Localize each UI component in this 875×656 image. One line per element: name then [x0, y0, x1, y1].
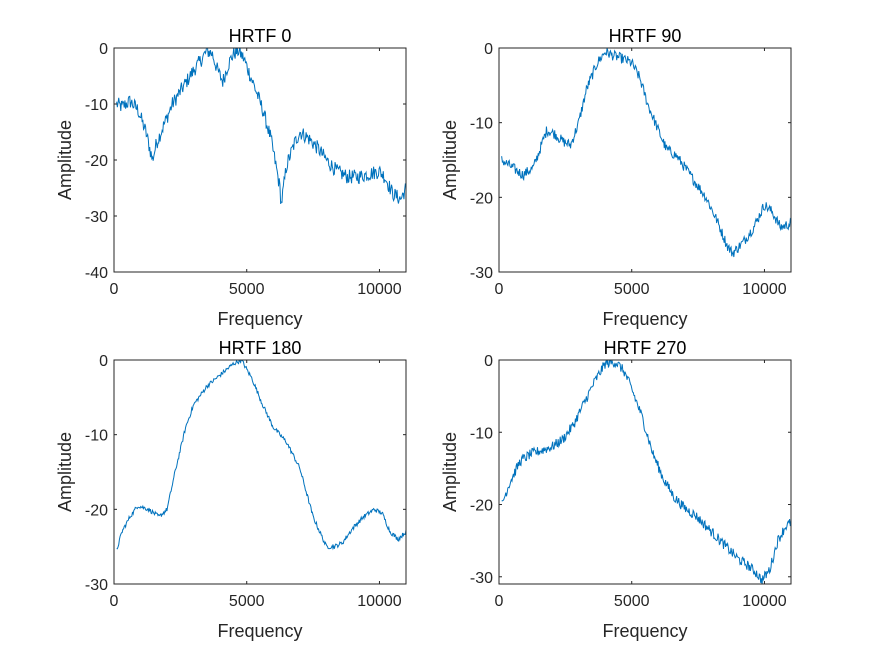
subplot-0: 0 5000 10000 0 -10 -20 -30 -40 HRTF 0 Frequency Am…: [55, 26, 407, 329]
x-tick-label: 5000: [229, 281, 265, 298]
subplot-2: 0 5000 10000 0 -10 -20 -30 HRTF 180 Frequency Amp…: [55, 338, 407, 641]
chart-title: HRTF 90: [609, 26, 682, 46]
y-tick-label: -30: [85, 577, 108, 594]
y-tick-label: -10: [470, 116, 493, 133]
y-tick-label: -30: [470, 265, 493, 282]
y-tick-label: 0: [484, 353, 493, 370]
chart-title: HRTF 0: [229, 26, 292, 46]
x-tick-label: 0: [110, 281, 119, 298]
x-tick-label: 10000: [357, 281, 402, 298]
y-tick-label: -40: [85, 265, 108, 282]
x-tick-label: 5000: [614, 281, 650, 298]
series-line-0: [116, 48, 406, 205]
x-axis-label: Frequency: [217, 309, 302, 329]
x-tick-label: 10000: [742, 281, 787, 298]
y-tick-label: 0: [99, 41, 108, 58]
y-axis-label: Amplitude: [440, 120, 460, 200]
x-tick-label: 0: [495, 281, 504, 298]
axes-box: [498, 359, 792, 585]
y-tick-label: 0: [484, 41, 493, 58]
series-line-0: [501, 360, 791, 584]
x-axis-label: Frequency: [602, 621, 687, 641]
x-axis-label: Frequency: [602, 309, 687, 329]
x-tick-label: 10000: [357, 593, 402, 610]
y-axis-label: Amplitude: [55, 120, 75, 200]
y-tick-label: -20: [470, 190, 493, 207]
plot-area: [499, 48, 791, 272]
plot-area: [114, 48, 406, 272]
y-tick-label: -30: [85, 209, 108, 226]
axes-box: [498, 47, 792, 273]
y-tick-label: -30: [470, 570, 493, 587]
subplot-3: 0 5000 10000 0 -10 -20 -30 HRTF 270 Frequency Amp…: [440, 338, 792, 641]
plot-area: [499, 360, 791, 584]
y-tick-label: -10: [85, 428, 108, 445]
x-tick-label: 0: [495, 593, 504, 610]
y-tick-label: -20: [85, 153, 108, 170]
x-axis-label: Frequency: [217, 621, 302, 641]
y-axis-label: Amplitude: [55, 432, 75, 512]
axes-box: [113, 359, 407, 585]
y-tick-label: -20: [85, 502, 108, 519]
y-tick-label: -10: [470, 425, 493, 442]
series-line-0: [116, 360, 406, 551]
x-tick-label: 10000: [742, 593, 787, 610]
x-tick-label: 5000: [229, 593, 265, 610]
series-line-0: [501, 48, 791, 258]
y-axis-label: Amplitude: [440, 432, 460, 512]
chart-title: HRTF 180: [219, 338, 302, 358]
chart-title: HRTF 270: [604, 338, 687, 358]
y-tick-label: 0: [99, 353, 108, 370]
y-tick-label: -10: [85, 97, 108, 114]
subplot-1: 0 5000 10000 0 -10 -20 -30 HRTF 90 Frequency Ampl…: [440, 26, 792, 329]
x-tick-label: 0: [110, 593, 119, 610]
plot-area: [114, 360, 406, 584]
x-tick-label: 5000: [614, 593, 650, 610]
y-tick-label: -20: [470, 498, 493, 515]
